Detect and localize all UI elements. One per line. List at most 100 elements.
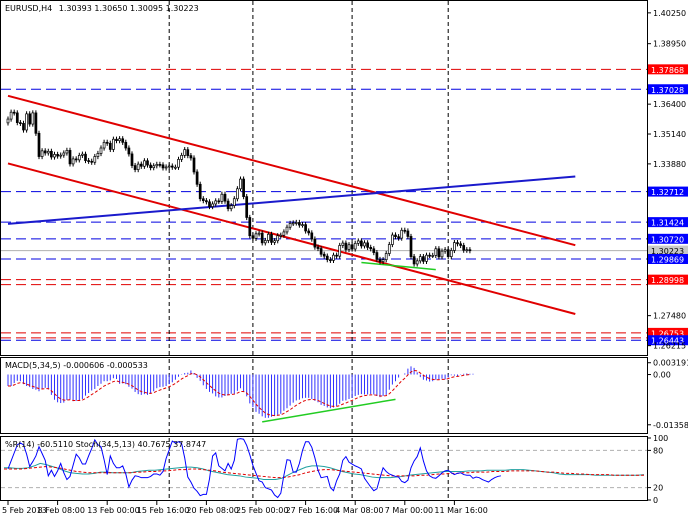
vertical-separators	[168, 1, 449, 355]
candle-body	[378, 259, 382, 262]
candle-body	[143, 160, 146, 167]
price-tick-label: 1.26443	[651, 337, 684, 346]
candle-body	[236, 188, 239, 200]
candle-body	[465, 249, 469, 252]
time-tick-label: 13 Feb 00:00	[87, 506, 139, 515]
price-tick-label: 1.31424	[651, 219, 684, 228]
oscillator-tick-label: 0	[653, 496, 658, 505]
candle-body	[115, 138, 118, 142]
candle-body	[440, 250, 444, 258]
candle-body	[459, 243, 462, 246]
symbol-timeframe: EURUSD,H4	[5, 4, 52, 13]
candle-body	[369, 247, 373, 250]
time-tick-label: 20 Feb 08:00	[186, 506, 238, 515]
candle-body	[446, 249, 450, 257]
candle-body	[155, 164, 159, 167]
oscillator-tick-label: 80	[653, 446, 663, 455]
candle-body	[279, 234, 283, 237]
price-tag	[648, 217, 688, 228]
macd-tick-label: 0.003191	[653, 359, 688, 368]
price-tag	[648, 233, 688, 244]
red-trend-line	[7, 94, 576, 247]
candle-body	[84, 153, 87, 161]
candle-body	[99, 147, 103, 154]
price-tag	[648, 186, 688, 197]
candle-body	[74, 158, 78, 161]
candle-body	[158, 164, 162, 166]
candle-body	[12, 111, 16, 114]
candle-body	[130, 153, 134, 166]
candle-body	[397, 236, 400, 239]
candle-body	[25, 113, 28, 131]
candle-body	[347, 244, 351, 250]
candle-body	[298, 222, 301, 226]
candle-body	[449, 250, 453, 257]
candle-body	[229, 205, 233, 210]
red-trend-line	[7, 162, 576, 315]
price-tick-label: 1.28998	[651, 276, 684, 285]
candle-body	[167, 165, 171, 168]
candle-body	[418, 256, 422, 262]
candle-body	[257, 232, 261, 235]
time-tick-label: 7 Mar 00:00	[385, 506, 433, 515]
candle-body	[319, 248, 323, 255]
candle-body	[124, 141, 128, 149]
candle-body	[96, 153, 100, 157]
macd-label: MACD(5,34,5) -0.000606 -0.000533	[5, 361, 148, 370]
price-tag	[648, 64, 688, 75]
candle-body	[384, 253, 388, 261]
candle-body	[127, 147, 131, 155]
candle-body	[87, 160, 90, 162]
candle-body	[341, 242, 345, 246]
candle-body	[220, 193, 224, 202]
candle-body	[260, 232, 264, 244]
candle-body	[205, 200, 208, 203]
candle-body	[22, 122, 25, 131]
candle-body	[90, 160, 94, 163]
candle-body	[313, 238, 317, 248]
candle-body	[456, 242, 459, 245]
candle-body	[322, 253, 326, 257]
candle-body	[239, 178, 242, 190]
candle-body	[403, 229, 407, 232]
oscillator-axis: 100 80 20 0	[647, 434, 668, 505]
candle-body	[186, 149, 190, 156]
candle-body	[15, 112, 19, 123]
candle-body	[338, 245, 342, 257]
candle-body	[112, 138, 115, 150]
macd-axis: 0.003191 0.00 -0.013581	[647, 359, 688, 430]
candle-body	[195, 171, 199, 185]
candle-body	[409, 236, 413, 257]
oscillator-levels	[1, 449, 647, 489]
macd-signal-line	[8, 369, 470, 417]
candle-body	[28, 113, 32, 125]
candle-body	[422, 256, 425, 262]
macd-histogram	[7, 366, 474, 418]
price-tag	[648, 335, 688, 346]
candle-body	[387, 244, 391, 254]
candle-body	[46, 150, 50, 154]
candle-body	[93, 156, 97, 163]
candle-body	[251, 235, 255, 239]
candle-body	[412, 256, 416, 265]
price-tick-label: 1.35140	[653, 130, 686, 139]
candle-body	[301, 224, 304, 226]
candle-body	[34, 112, 38, 134]
horizontal-levels	[1, 68, 647, 341]
candle-body	[198, 183, 202, 200]
oscillator-tick-label: 100	[653, 434, 668, 443]
time-tick-label: 8 Feb 08:00	[38, 506, 85, 515]
candle-body	[6, 118, 10, 124]
time-tick-label: 5 Feb 2013	[2, 506, 47, 515]
candle-body	[263, 240, 267, 244]
blue-trend-line	[7, 175, 576, 225]
price-tick-label: 1.27480	[653, 312, 686, 321]
candle-body	[223, 193, 227, 202]
candle-body	[121, 138, 125, 143]
candle-body	[400, 229, 404, 239]
candle-body	[65, 150, 69, 154]
macd-divergence-line	[262, 398, 396, 423]
candle-body	[462, 245, 466, 251]
candle-body	[304, 224, 307, 232]
